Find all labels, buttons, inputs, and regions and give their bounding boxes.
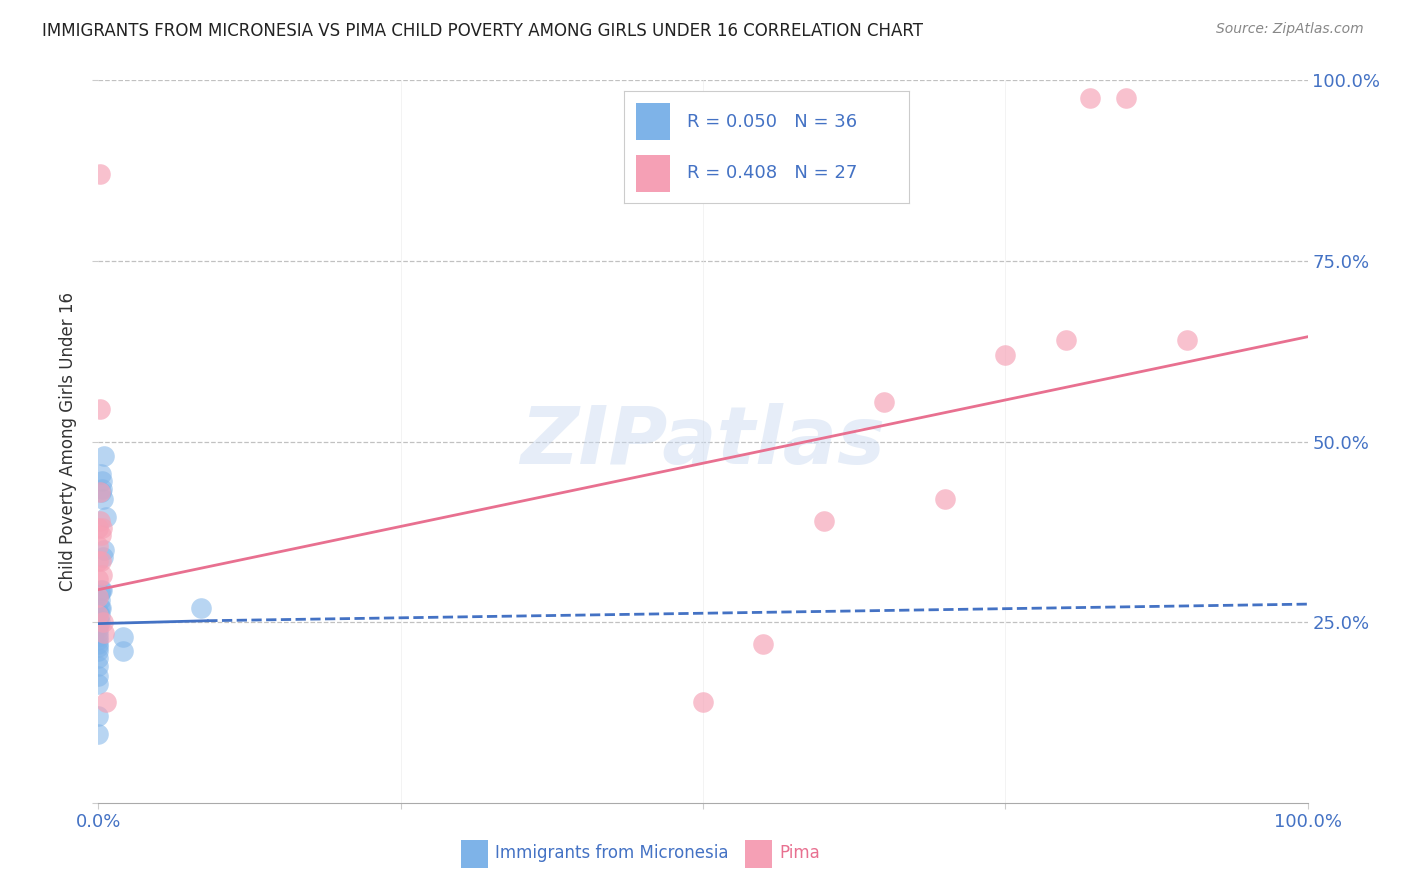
Point — [91, 568, 114, 582]
Point — [87, 727, 110, 741]
Point — [994, 348, 1017, 362]
Text: ZIPatlas: ZIPatlas — [520, 402, 886, 481]
Point — [190, 600, 212, 615]
Point — [91, 550, 114, 565]
Point — [87, 658, 110, 673]
Point — [89, 514, 111, 528]
Point — [1115, 91, 1137, 105]
Point — [90, 554, 112, 568]
Text: Pima: Pima — [779, 845, 820, 863]
Text: Immigrants from Micronesia: Immigrants from Micronesia — [495, 845, 728, 863]
Point — [87, 604, 110, 618]
Point — [87, 611, 110, 625]
Point — [934, 492, 956, 507]
Point — [89, 485, 111, 500]
Point — [93, 542, 115, 557]
Point — [873, 394, 896, 409]
Point — [91, 475, 114, 489]
Point — [752, 637, 775, 651]
Point — [87, 554, 110, 568]
Point — [87, 640, 110, 655]
Point — [90, 485, 112, 500]
Text: IMMIGRANTS FROM MICRONESIA VS PIMA CHILD POVERTY AMONG GIRLS UNDER 16 CORRELATIO: IMMIGRANTS FROM MICRONESIA VS PIMA CHILD… — [42, 22, 924, 40]
Point — [87, 619, 110, 633]
FancyBboxPatch shape — [745, 840, 772, 868]
Y-axis label: Child Poverty Among Girls Under 16: Child Poverty Among Girls Under 16 — [59, 292, 77, 591]
Point — [89, 586, 111, 600]
Point — [87, 633, 110, 648]
Point — [1078, 91, 1101, 105]
Point — [89, 167, 111, 181]
Point — [89, 607, 111, 622]
Point — [90, 467, 112, 481]
Point — [87, 539, 110, 553]
Point — [90, 600, 112, 615]
Point — [91, 492, 114, 507]
Point — [87, 630, 110, 644]
Point — [87, 607, 110, 622]
Point — [89, 593, 111, 607]
Point — [87, 637, 110, 651]
Point — [87, 669, 110, 683]
Point — [1054, 334, 1077, 348]
FancyBboxPatch shape — [461, 840, 488, 868]
Point — [89, 600, 111, 615]
Point — [94, 695, 117, 709]
Point — [692, 695, 714, 709]
Point — [1175, 334, 1198, 348]
Point — [91, 521, 114, 535]
Point — [87, 709, 110, 723]
Point — [93, 626, 115, 640]
Point — [87, 651, 110, 665]
Point — [89, 402, 111, 417]
Point — [91, 582, 114, 597]
Point — [90, 582, 112, 597]
Point — [87, 644, 110, 658]
Point — [90, 528, 112, 542]
Point — [87, 590, 110, 604]
Point — [87, 676, 110, 690]
Point — [91, 615, 114, 630]
Point — [111, 630, 134, 644]
Point — [813, 514, 835, 528]
Point — [87, 572, 110, 586]
Point — [94, 510, 117, 524]
Point — [87, 623, 110, 637]
Point — [87, 626, 110, 640]
Point — [91, 482, 114, 496]
Point — [89, 615, 111, 630]
Point — [93, 449, 115, 463]
Text: Source: ZipAtlas.com: Source: ZipAtlas.com — [1216, 22, 1364, 37]
Point — [87, 521, 110, 535]
Point — [111, 644, 134, 658]
